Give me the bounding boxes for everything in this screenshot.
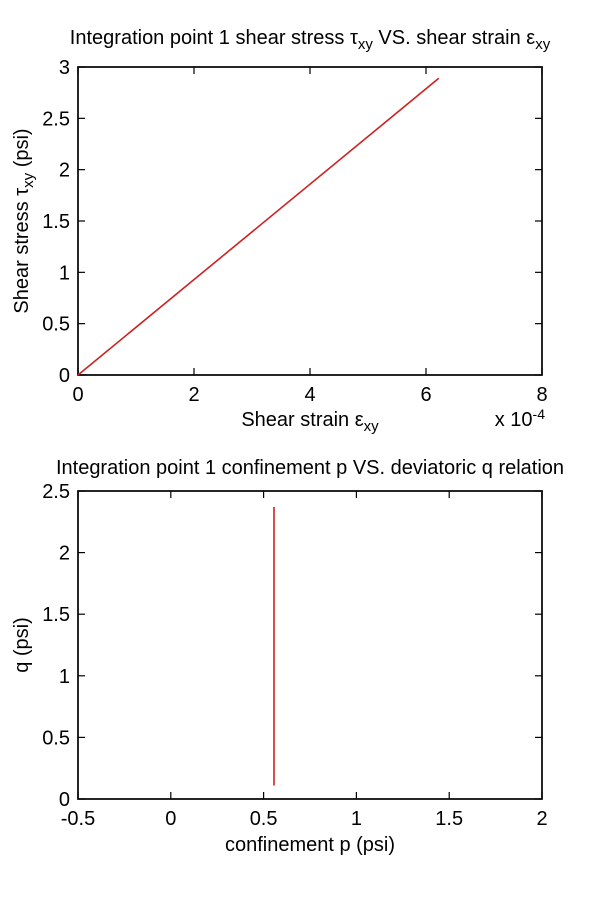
plot1-x-axis-exponent: x 10-4 [420, 406, 545, 431]
plot2-y-axis-label: q (psi) [11, 617, 33, 673]
plot2-x-tick-label: -0.5 [61, 808, 95, 830]
label-text: Shear stress [11, 195, 33, 314]
plot1-x-tick-label: 6 [420, 384, 431, 406]
plot2-y-tick-label: 1.5 [42, 604, 70, 626]
plot1-x-tick-label: 2 [188, 384, 199, 406]
plot1-y-tick-label: 2.5 [42, 108, 70, 130]
label-text: Integration point 1 shear stress [69, 27, 350, 49]
label-text: ε [354, 409, 364, 431]
subscript-text: xy [20, 172, 37, 188]
plot2-y-tick-label: 2 [59, 543, 70, 565]
plot1-x-tick-label: 8 [536, 384, 547, 406]
plot1-title: Integration point 1 shear stress τxy VS.… [20, 27, 600, 53]
plot1-x-axis-label: Shear strain εxy [20, 409, 600, 435]
plot1-data-line [77, 77, 440, 376]
plot2-title: Integration point 1 confinement p VS. de… [55, 457, 565, 479]
plot2-y-tick-label: 0 [59, 789, 70, 811]
label-text: x 10 [494, 409, 533, 431]
plot1-y-tick-label: 0.5 [42, 314, 70, 336]
plot2-x-axis-label: confinement p (psi) [224, 834, 396, 856]
label-text: ε [526, 27, 536, 49]
label-text: (psi) [11, 128, 33, 173]
plot1-y-axis-label: Shear stress τxy (psi) [11, 128, 37, 314]
plot1-x-tick-label: 4 [304, 384, 315, 406]
superscript-text: -4 [532, 406, 545, 422]
plot1-axes-frame [77, 66, 543, 376]
subscript-text: xy [535, 36, 551, 53]
plot1-y-tick-label: 0 [59, 365, 70, 387]
plot2-x-tick-label: 0.5 [250, 808, 278, 830]
plot2-x-tick-label: 1 [351, 808, 362, 830]
plot1-y-tick-label: 1 [59, 262, 70, 284]
plot1-y-tick-label: 3 [59, 57, 70, 79]
plot2-x-tick-label: 1.5 [435, 808, 463, 830]
subscript-text: xy [357, 36, 373, 53]
plot2-y-tick-label: 1 [59, 666, 70, 688]
plot2-x-tick-label: 0 [165, 808, 176, 830]
subscript-text: xy [363, 418, 379, 435]
plot2-y-tick-label: 0.5 [42, 727, 70, 749]
label-text: Shear strain [241, 409, 355, 431]
label-text: VS. shear strain [372, 27, 527, 49]
plot2-y-tick-label: 2.5 [42, 481, 70, 503]
plot1-x-tick-label: 0 [72, 384, 83, 406]
plot1-y-tick-label: 2 [59, 160, 70, 182]
label-text: τ [349, 27, 358, 49]
plot1-y-tick-label: 1.5 [42, 211, 70, 233]
label-text: τ [11, 187, 33, 196]
plot2-axes-frame [77, 490, 543, 800]
plot2-x-tick-label: 2 [536, 808, 547, 830]
